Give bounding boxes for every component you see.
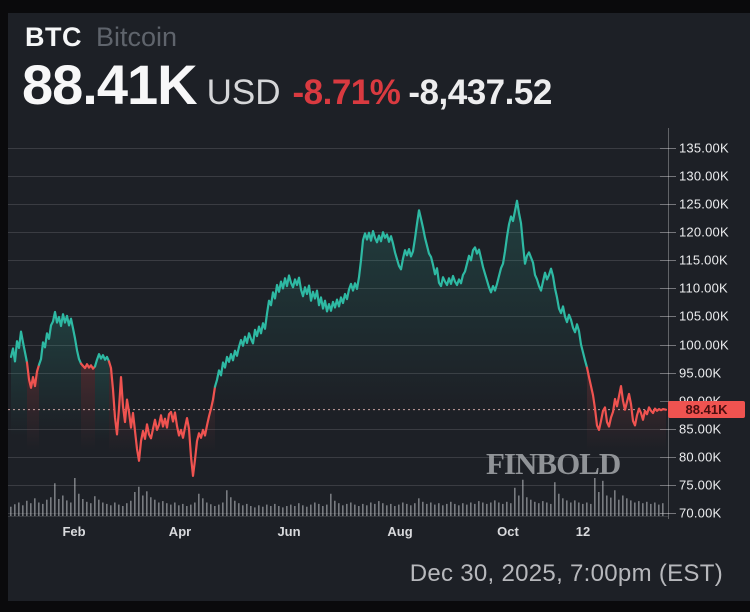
y-axis-label: 105.00K <box>679 308 729 324</box>
coin-name: Bitcoin <box>96 22 178 52</box>
price-row: 88.41K USD -8.71% -8,437.52 <box>22 53 552 116</box>
x-axis-label: Aug <box>387 524 413 539</box>
y-axis-label: 95.00K <box>679 365 722 381</box>
x-axis-label: 12 <box>575 524 591 539</box>
y-axis-label: 120.00K <box>679 224 729 240</box>
y-axis-label: 130.00K <box>679 168 729 184</box>
change-percent: -8.71% <box>292 73 401 112</box>
y-axis-label: 100.00K <box>679 337 729 353</box>
finbold-watermark: FINBOLD <box>486 446 621 481</box>
y-axis-label: 80.00K <box>679 449 722 465</box>
current-price: 88.41K <box>22 53 198 116</box>
change-absolute: -8,437.52 <box>408 73 552 112</box>
y-axis-label: 85.00K <box>679 421 722 437</box>
y-axis-label: 115.00K <box>679 252 728 268</box>
y-axis-label: 75.00K <box>679 477 722 493</box>
x-axis-label: Oct <box>497 524 519 539</box>
current-price-badge: 88.41K <box>668 401 745 419</box>
symbol-row: BTC Bitcoin <box>25 22 177 53</box>
timestamp: Dec 30, 2025, 7:00pm (EST) <box>409 560 723 587</box>
y-axis-label: 70.00K <box>679 505 722 521</box>
x-axis-label: Jun <box>277 524 301 539</box>
x-axis-label: Apr <box>168 524 192 539</box>
ticker-symbol: BTC <box>25 22 82 52</box>
current-price-badge-label: 88.41K <box>685 402 728 418</box>
x-axis-label: Feb <box>62 524 86 539</box>
y-axis-label: 125.00K <box>679 196 729 212</box>
y-axis-label: 135.00K <box>679 140 729 156</box>
currency-label: USD <box>206 73 281 112</box>
y-axis-label: 110.00K <box>679 280 728 296</box>
